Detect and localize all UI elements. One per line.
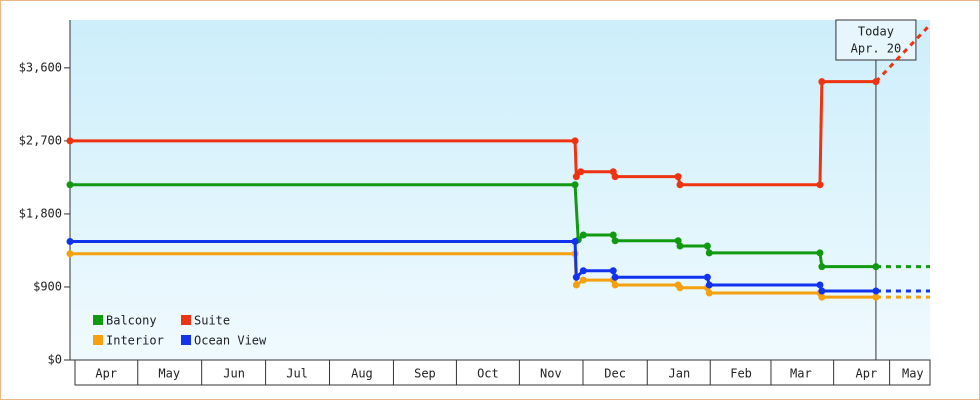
point: [66, 238, 74, 246]
point: [571, 181, 579, 189]
legend-swatch: [93, 315, 103, 325]
today-box: [835, 19, 917, 61]
point: [66, 181, 74, 189]
x-tick-label: Apr: [856, 367, 878, 381]
x-tick-label: Apr: [95, 367, 117, 381]
point: [676, 181, 684, 189]
x-tick-label: Jun: [223, 367, 245, 381]
point: [872, 293, 880, 301]
legend-swatch: [93, 335, 103, 345]
point: [818, 293, 826, 301]
point: [579, 267, 587, 275]
point: [818, 78, 826, 86]
point: [66, 137, 74, 145]
x-tick-label: Mar: [790, 367, 812, 381]
x-tick-label: Aug: [351, 367, 373, 381]
point: [572, 173, 580, 181]
point: [609, 267, 617, 275]
point: [611, 281, 619, 289]
plot-area: [70, 20, 930, 360]
y-tick-label: $1,800: [19, 206, 62, 220]
point: [816, 181, 824, 189]
point: [676, 284, 684, 292]
point: [609, 231, 617, 239]
point: [571, 238, 579, 246]
point: [816, 281, 824, 289]
point: [816, 249, 824, 257]
projection-line: [874, 23, 932, 83]
x-tick-label: Sep: [414, 367, 436, 381]
point: [611, 237, 619, 245]
point: [703, 273, 711, 281]
point: [579, 231, 587, 239]
legend-swatch: [181, 315, 191, 325]
point: [872, 78, 880, 86]
point: [705, 281, 713, 289]
point: [577, 168, 585, 176]
point: [572, 281, 580, 289]
point: [703, 242, 711, 250]
point: [872, 263, 880, 271]
x-tick-label: Feb: [730, 367, 752, 381]
x-tick-label: Oct: [477, 367, 499, 381]
x-tick-label: Jan: [669, 367, 691, 381]
legend-label: Interior: [106, 334, 164, 348]
y-tick-label: $2,700: [19, 133, 62, 147]
point: [611, 273, 619, 281]
point: [818, 263, 826, 271]
y-tick-label: $0: [48, 353, 62, 367]
legend-label: Ocean View: [194, 334, 267, 348]
point: [66, 250, 74, 258]
point: [818, 287, 826, 295]
x-tick-label: May: [158, 367, 180, 381]
point: [674, 237, 682, 245]
point: [571, 137, 579, 145]
x-axis-band: [74, 359, 931, 386]
point: [705, 249, 713, 257]
point: [572, 273, 580, 281]
legend-label: Suite: [194, 314, 230, 328]
legend-swatch: [181, 335, 191, 345]
point: [676, 242, 684, 250]
x-tick-label: Nov: [540, 367, 562, 381]
today-label: Today: [858, 25, 894, 39]
point: [705, 289, 713, 297]
point: [611, 173, 619, 181]
x-tick-label: May: [902, 367, 924, 381]
point: [579, 276, 587, 284]
y-tick-label: $900: [33, 279, 62, 293]
point: [872, 287, 880, 295]
point: [674, 173, 682, 181]
x-tick-label: Jul: [286, 367, 308, 381]
y-tick-label: $3,600: [19, 60, 62, 74]
today-label: Apr. 20: [851, 42, 902, 56]
legend-label: Balcony: [106, 314, 157, 328]
x-tick-label: Dec: [604, 367, 626, 381]
